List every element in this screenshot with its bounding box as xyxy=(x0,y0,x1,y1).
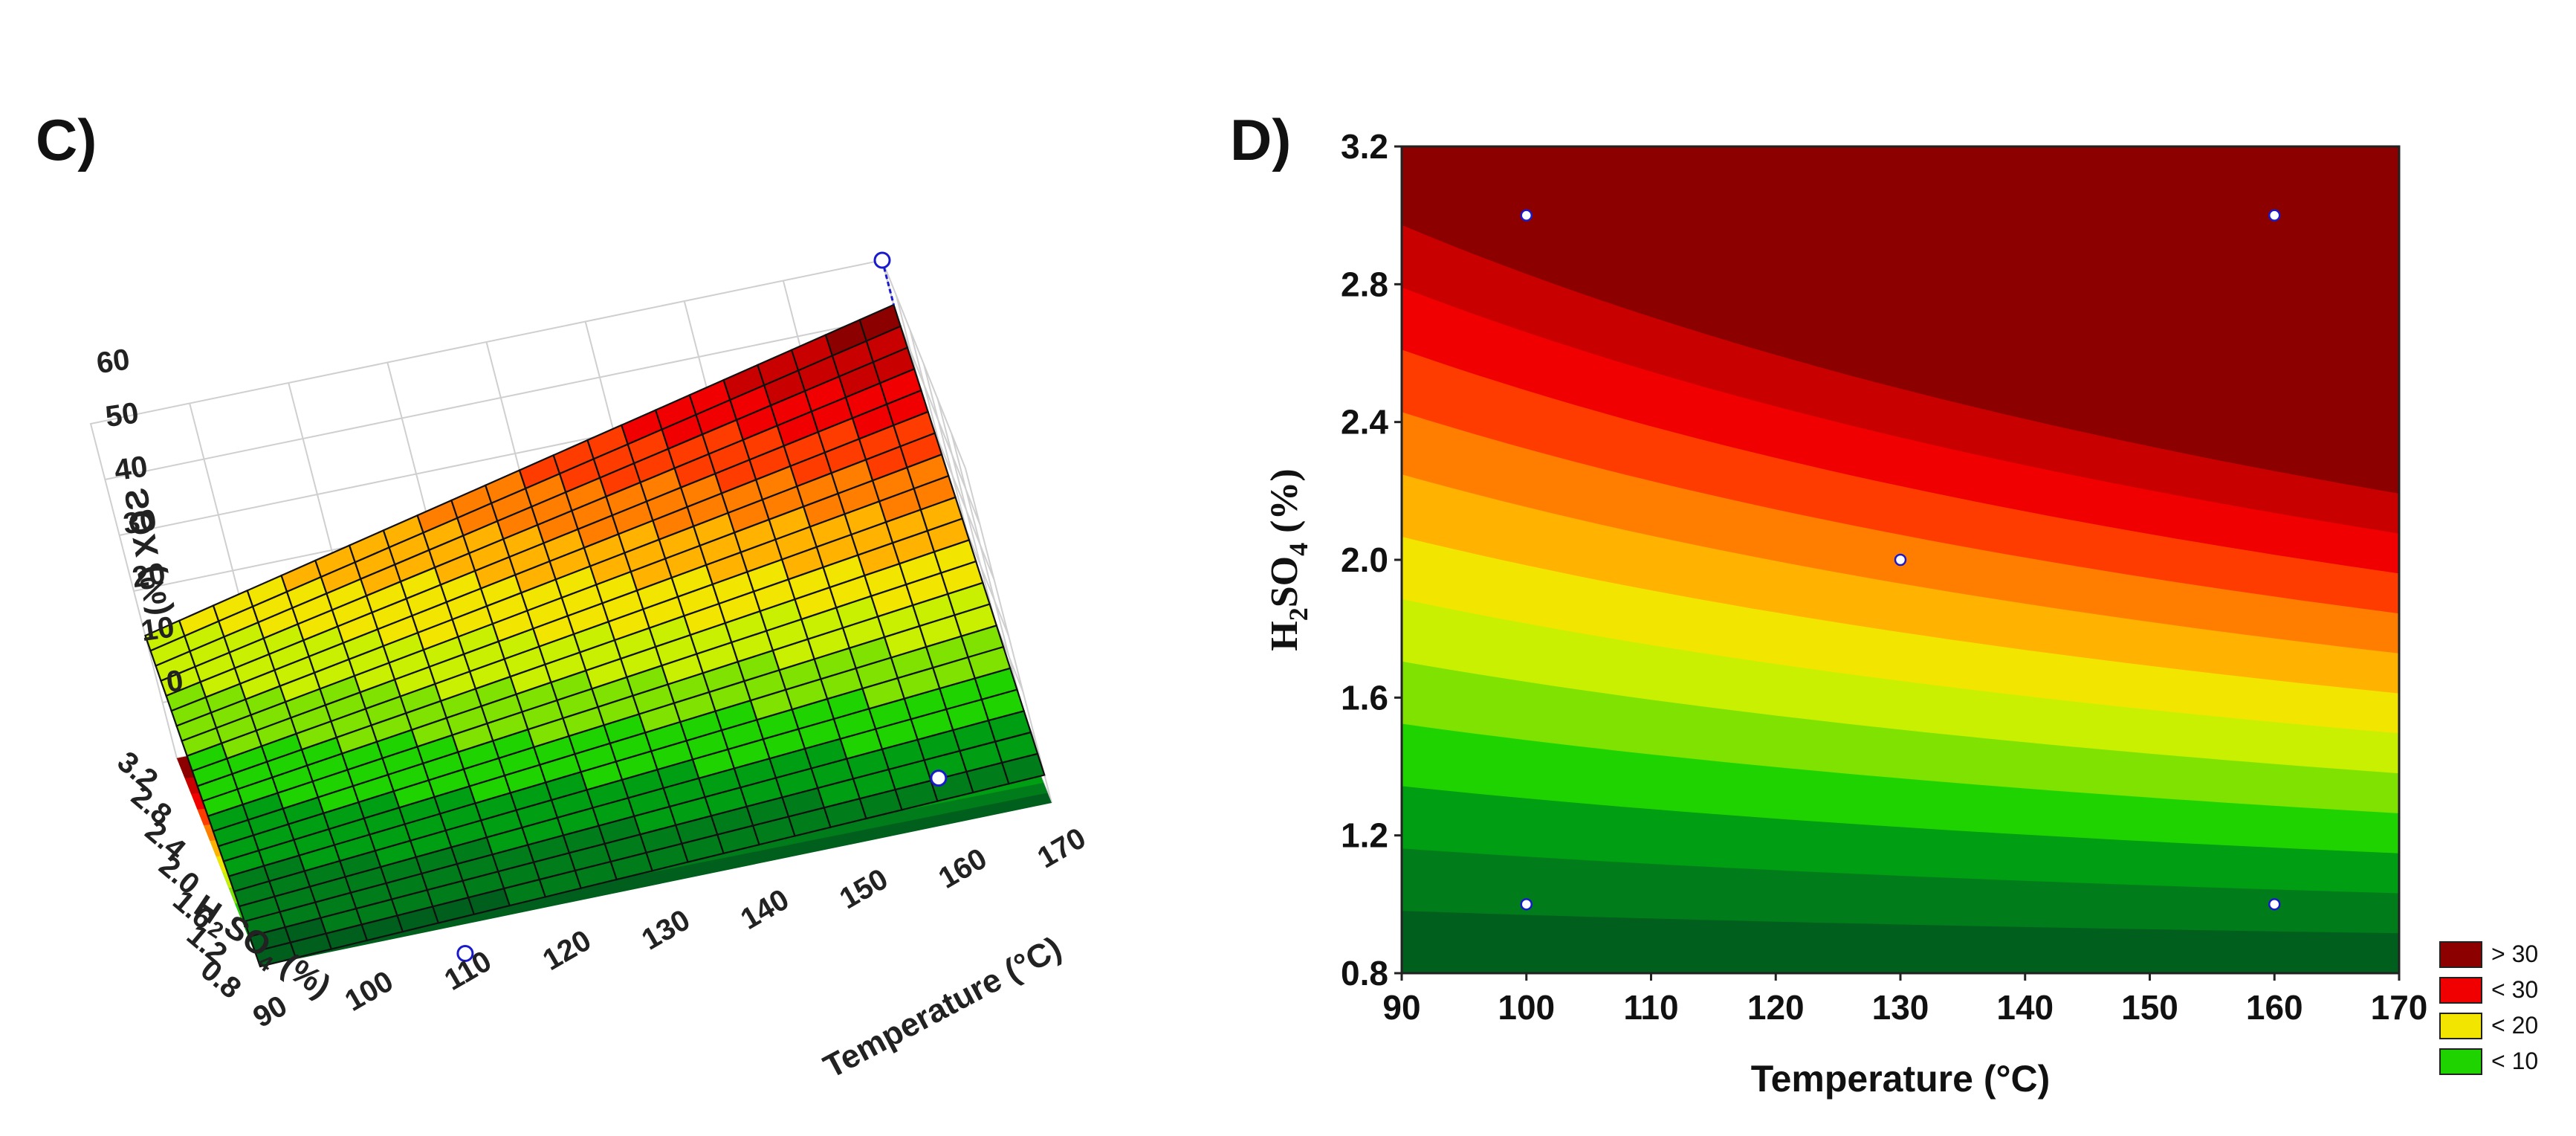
c-x-tick-label: 130 xyxy=(636,903,696,956)
d-contour-bands xyxy=(1402,146,2399,973)
d-x-tick-label: 160 xyxy=(2246,988,2303,1027)
d-y-tick-label: 2.8 xyxy=(1341,265,1388,303)
d-design-point xyxy=(1894,553,1907,567)
d-legend-label: > 30 xyxy=(2491,940,2538,967)
d-contour-band xyxy=(1402,146,2399,494)
d-y-tick-label: 1.2 xyxy=(1341,816,1388,855)
c-design-points xyxy=(456,251,948,962)
d-y-tick-label: 2.0 xyxy=(1341,540,1388,579)
d-design-point xyxy=(1520,209,1533,222)
d-x-tick-label: 150 xyxy=(2121,988,2178,1027)
d-legend-swatch xyxy=(2439,1013,2482,1039)
d-legend-label: < 20 xyxy=(2491,1012,2538,1039)
c-x-tick-label: 110 xyxy=(439,945,497,997)
c-x-tick-label: 100 xyxy=(340,965,399,1018)
c-x-axis-label: Temperature (°C) xyxy=(818,929,1067,1085)
d-design-point xyxy=(2268,209,2281,222)
c-x-tick-label: 90 xyxy=(247,990,293,1034)
d-legend-label: < 10 xyxy=(2491,1048,2538,1074)
panel-c-label: C) xyxy=(36,107,97,172)
d-x-tick-label: 170 xyxy=(2371,988,2428,1027)
d-y-tick-label: 0.8 xyxy=(1341,954,1388,993)
panel-d-label: D) xyxy=(1230,107,1291,172)
d-x-tick-label: 100 xyxy=(1498,988,1555,1027)
d-x-tick-label: 140 xyxy=(1996,988,2054,1027)
c-z-tick-label: 50 xyxy=(103,396,140,433)
d-design-point xyxy=(2268,898,2281,911)
c-z-tick-label: 40 xyxy=(112,450,149,487)
d-x-tick-label: 110 xyxy=(1623,988,1678,1027)
d-legend-swatch xyxy=(2439,941,2482,968)
c-x-tick-label: 160 xyxy=(933,842,992,895)
d-y-axis-ticks: 0.8 1.2 1.6 2.0 2.4 2.8 3.2 xyxy=(1341,127,1402,993)
d-x-tick-label: 120 xyxy=(1747,988,1805,1027)
c-z-tick-label: 30 xyxy=(121,503,158,540)
c-response-surface xyxy=(144,303,1046,968)
panel-d-contour-plot: D) 90 100 110 120 130 140 150 160 170 0.8 1.2 1.6 2… xyxy=(1230,107,2538,1100)
d-x-tick-label: 130 xyxy=(1872,988,1929,1027)
c-z-tick-label: 60 xyxy=(94,343,132,380)
c-design-point xyxy=(930,769,948,787)
d-legend-swatch xyxy=(2439,977,2482,1004)
c-z-tick-label: 10 xyxy=(139,610,176,648)
d-y-tick-label: 3.2 xyxy=(1341,127,1388,166)
c-x-tick-label: 140 xyxy=(735,883,795,936)
d-legend-label: < 30 xyxy=(2491,976,2538,1003)
c-surface-cell xyxy=(858,303,902,343)
c-design-point xyxy=(456,945,474,962)
d-x-tick-label: 90 xyxy=(1382,988,1420,1027)
c-x-tick-label: 150 xyxy=(834,862,893,915)
d-y-tick-label: 1.6 xyxy=(1341,678,1388,717)
d-design-points xyxy=(1520,209,2281,911)
d-y-tick-label: 2.4 xyxy=(1341,403,1388,442)
d-legend: > 30 < 30 < 20 < 10 xyxy=(2439,940,2538,1075)
c-x-tick-label: 170 xyxy=(1032,822,1092,874)
d-x-axis-label: Temperature (°C) xyxy=(1751,1058,2050,1100)
c-z-tick-label: 20 xyxy=(130,557,167,594)
d-y-axis-label: H2SO4 (%) xyxy=(1263,468,1313,651)
c-x-tick-label: 120 xyxy=(537,924,597,977)
d-x-axis-ticks: 90 100 110 120 130 140 150 160 170 xyxy=(1382,973,2427,1027)
d-legend-swatch xyxy=(2439,1048,2482,1075)
c-y-axis-label: H2SO4 (%) xyxy=(184,888,337,1010)
d-design-point xyxy=(1520,898,1533,911)
c-design-point xyxy=(873,251,891,269)
